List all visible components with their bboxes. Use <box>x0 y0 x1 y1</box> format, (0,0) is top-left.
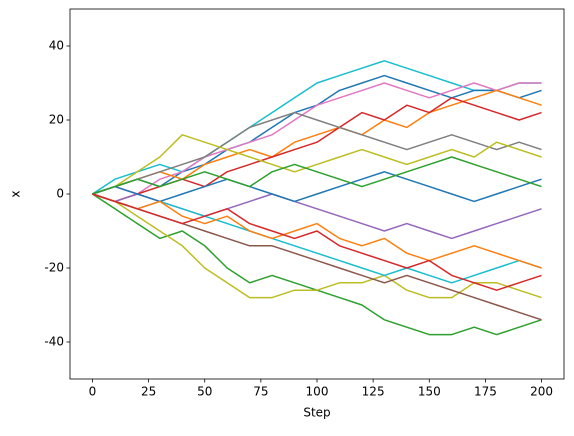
x-tick-label: 200 <box>530 385 553 399</box>
y-tick-label: 40 <box>49 39 64 53</box>
y-tick-label: -40 <box>44 335 64 349</box>
series-line <box>92 193 542 269</box>
x-tick-label: 50 <box>197 385 212 399</box>
series-line <box>92 193 542 336</box>
y-axis-label: x <box>9 190 23 197</box>
series-line <box>92 193 542 299</box>
x-tick-label: 100 <box>306 385 329 399</box>
series-line <box>92 193 542 321</box>
y-tick-label: -20 <box>44 261 64 275</box>
x-tick-label: 0 <box>89 385 97 399</box>
series-line <box>92 60 542 195</box>
y-tick-label: 20 <box>49 113 64 127</box>
x-tick-label: 25 <box>141 385 156 399</box>
x-tick-label: 175 <box>474 385 497 399</box>
series-line <box>92 134 542 195</box>
series-line <box>92 82 542 195</box>
series-line <box>92 111 542 195</box>
x-tick-label: 150 <box>418 385 441 399</box>
x-tick-label: 75 <box>253 385 268 399</box>
series-line <box>92 171 542 203</box>
y-tick-label: 0 <box>56 187 64 201</box>
x-tick-label: 125 <box>362 385 385 399</box>
series-line <box>92 193 542 291</box>
x-axis-label: Step <box>303 406 330 420</box>
series-line <box>92 193 542 284</box>
series-line <box>92 156 542 195</box>
series-line <box>92 89 542 195</box>
